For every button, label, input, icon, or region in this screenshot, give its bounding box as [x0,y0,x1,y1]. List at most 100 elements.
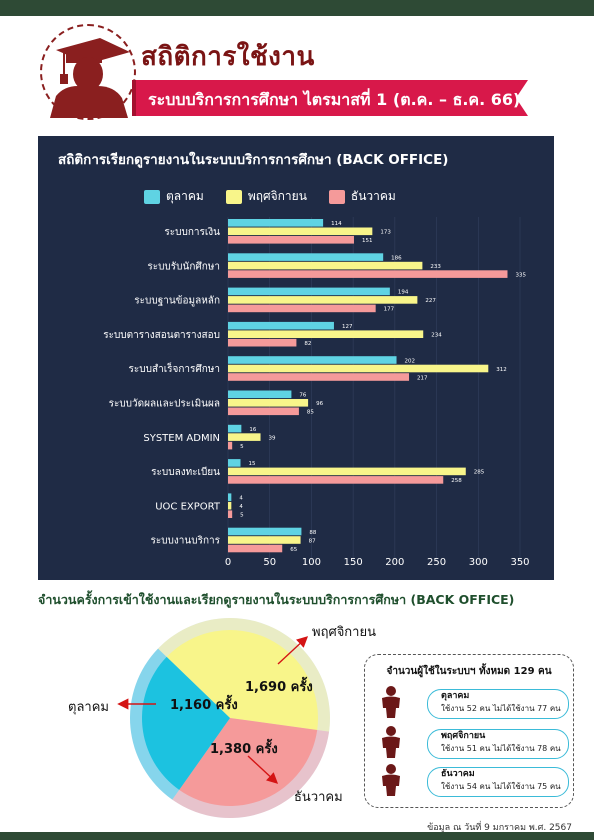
bar [228,270,508,278]
bar-value-label: 16 [249,427,256,433]
graduate-icon [50,38,130,118]
category-label: ระบบฐานข้อมูลหลัก [134,295,220,307]
bar [228,390,292,399]
legend-swatch-dec [328,189,345,204]
legend-label-oct: ตุลาคม [166,189,204,203]
bar [228,304,376,313]
person-icon [382,686,400,718]
category-label: ระบบสำเร็จการศึกษา [129,361,220,375]
users-pill-dec [427,767,569,797]
users-pill-nov [427,729,569,759]
bar [228,253,384,261]
users-desc-nov: ใช้งาน 51 คน ไม่ได้ใช้งาน 78 คน [441,744,561,753]
users-row-nov: พฤศจิกายน ใช้งาน 51 คน ไม่ได้ใช้งาน 78 ค… [379,725,569,759]
bar-value-label: 258 [451,478,462,484]
bar-value-label: 127 [342,324,353,330]
bar [228,536,301,544]
bar-value-label: 233 [430,264,441,270]
bar [228,501,232,510]
x-tick-label: 50 [263,557,276,568]
bar-value-label: 85 [307,410,314,416]
bar [228,227,373,236]
category-label: ระบบรับนักศึกษา [147,260,220,272]
bar-value-label: 76 [299,393,306,399]
bar [228,373,410,381]
person-icon [382,726,400,758]
bar-chart: 0 50 100 150 200 250 300 350 ระบบการเงิน 114 173 15… [103,217,530,568]
bar [228,459,241,467]
bar [228,467,466,476]
bar-value-label: 227 [425,298,436,304]
users-name-oct: ตุลาคม [441,691,470,701]
bar [228,356,397,364]
bar-value-label: 177 [384,307,395,313]
users-name-nov: พฤศจิกายน [441,731,486,741]
pie-label-nov: 1,690 ครั้ง [245,680,313,695]
bar-value-label: 5 [240,513,244,519]
bar-value-label: 87 [309,538,316,544]
bar [228,407,299,416]
users-summary-box: จำนวนผู้ใช้ในระบบฯ ทั้งหมด 129 คน ตุลาคม… [364,654,574,808]
bar [228,476,444,484]
pie-month-nov: พฤศจิกายน [312,625,376,640]
bar-chart-panel: สถิติการเรียกดูรายงานในระบบบริการการศึกษ… [38,136,554,580]
legend-item-nov: พฤศจิกายน [225,187,307,206]
x-tick-label: 300 [469,557,488,568]
x-tick-label: 350 [510,557,529,568]
pie-month-dec: ธันวาคม [294,790,343,805]
bar [228,236,354,244]
footer-note: ข้อมูล ณ วันที่ 9 มกราคม พ.ศ. 2567 [427,823,572,833]
bar [228,261,423,270]
bar [228,527,302,536]
bottom-bar [0,832,594,840]
bar [228,364,489,373]
legend-swatch-nov [225,189,242,204]
bar [228,296,418,304]
x-tick-label: 100 [302,557,321,568]
pie-slice [179,718,318,806]
bar-value-label: 5 [240,444,244,450]
category-label: ระบบการเงิน [164,227,220,238]
bar-value-label: 4 [239,504,243,510]
legend-swatch-oct [144,189,160,204]
pie-callout-arrow [277,636,309,665]
bar [228,493,232,501]
bar-value-label: 217 [417,375,428,381]
graduate-emblem [40,24,136,120]
bar-value-label: 285 [474,470,485,476]
bar-value-label: 173 [380,230,391,236]
page-title: สถิติการใช้งาน [141,42,315,72]
bar-value-label: 4 [239,496,243,502]
bar-chart-title: สถิติการเรียกดูรายงานในระบบบริการการศึกษ… [58,152,449,168]
pie-slice [141,656,230,790]
bar [228,219,324,227]
x-tick-label: 200 [385,557,404,568]
bar-value-label: 114 [331,221,342,227]
subtitle-ribbon: ระบบบริการการศึกษา ไตรมาสที่ 1 (ต.ค. – ธ… [132,80,528,116]
bar-value-label: 96 [316,401,323,407]
x-tick-label: 0 [225,557,231,568]
bar-value-label: 82 [304,341,311,347]
bar [228,330,424,338]
x-tick-label: 250 [427,557,446,568]
bar [228,433,261,441]
bar-value-label: 65 [290,547,297,553]
bar [228,510,233,518]
users-summary-title: จำนวนผู้ใช้ในระบบฯ ทั้งหมด 129 คน [386,666,552,677]
x-tick-label: 150 [344,557,363,568]
pie-month-oct: ตุลาคม [68,700,109,715]
top-bar [0,0,594,16]
bar-value-label: 202 [405,358,416,364]
users-row-oct: ตุลาคม ใช้งาน 52 คน ไม่ได้ใช้งาน 77 คน [379,685,569,719]
users-pill-oct [427,689,569,719]
bar-value-label: 39 [269,435,276,441]
legend-label-nov: พฤศจิกายน [247,189,307,203]
category-label: ระบบลงทะเบียน [151,466,220,478]
category-label: ระบบวัดผลและประเมินผล [109,399,220,410]
users-name-dec: ธันวาคม [441,769,475,779]
pie-callout-arrow [247,755,279,784]
bar-value-label: 234 [431,333,442,339]
page-subtitle: ระบบบริการการศึกษา ไตรมาสที่ 1 (ต.ค. – ธ… [148,90,521,109]
pie-slice [166,630,319,730]
bar [228,287,390,296]
